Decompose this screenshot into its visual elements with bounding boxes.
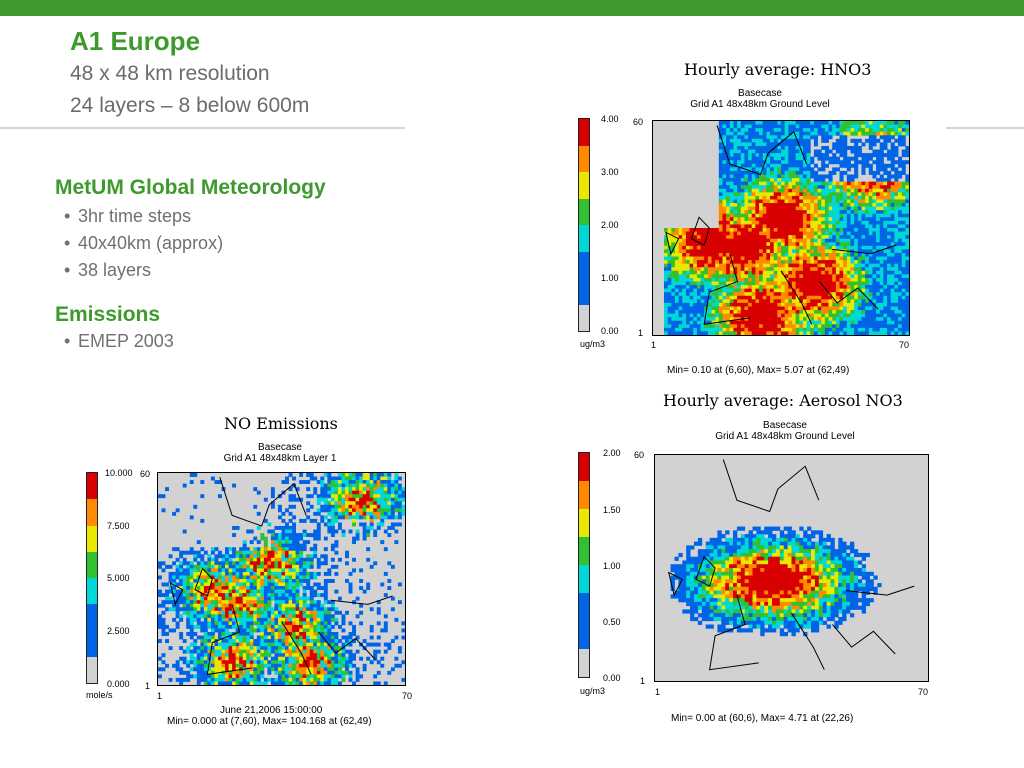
axis-y-bottom: 1: [145, 681, 151, 691]
scale-tick: 2.500: [107, 626, 130, 636]
bullet-grid: 40x40km (approx): [64, 233, 223, 254]
bullet-timesteps: 3hr time steps: [64, 206, 191, 227]
scale-swatch: [579, 278, 589, 305]
color-scale: [578, 118, 590, 332]
scale-swatch: [87, 656, 97, 683]
scale-tick: 1.50: [603, 505, 621, 515]
scale-swatch: [579, 119, 589, 146]
scale-tick: 5.000: [107, 573, 130, 583]
axis-y-top: 60: [140, 469, 151, 479]
scale-swatch: [579, 509, 589, 537]
section-heading-meteorology: MetUM Global Meteorology: [55, 176, 326, 199]
scale-swatch: [579, 649, 589, 677]
panel-case-label: Basecase: [258, 442, 302, 453]
scale-swatch: [579, 621, 589, 649]
emissions-map: [157, 472, 406, 686]
scale-swatch: [579, 225, 589, 252]
scale-swatch: [87, 630, 97, 657]
concentration-map: [654, 454, 929, 682]
axis-x-right: 70: [918, 687, 929, 697]
scale-swatch: [579, 481, 589, 509]
scale-swatch: [579, 145, 589, 172]
axis-x-left: 1: [651, 340, 657, 350]
unit-label: ug/m3: [580, 339, 606, 349]
panel-case-label: Basecase: [738, 88, 782, 99]
section-heading-emissions: Emissions: [55, 303, 161, 326]
scale-swatch: [87, 578, 97, 605]
panel-date: June 21,2006 15:00:00: [220, 705, 323, 716]
scale-tick: 0.50: [603, 617, 621, 627]
color-scale: [86, 472, 98, 684]
min-max-stats: Min= 0.00 at (60,6), Max= 4.71 at (22,26…: [671, 713, 854, 724]
panel-title: Hourly average: HNO3: [684, 60, 872, 79]
scale-swatch: [579, 565, 589, 593]
unit-label: mole/s: [86, 690, 113, 700]
scale-swatch: [579, 198, 589, 225]
subtitle-layers: 24 layers – 8 below 600m: [70, 94, 310, 117]
scale-swatch: [579, 453, 589, 481]
scale-tick: 0.00: [603, 673, 621, 683]
axis-y-bottom: 1: [640, 676, 646, 686]
panel-grid-label: Grid A1 48x48km Ground Level: [715, 431, 855, 442]
axis-x-left: 1: [655, 687, 661, 697]
scale-swatch: [87, 525, 97, 552]
panel-title: NO Emissions: [224, 414, 338, 433]
bullet-emep: EMEP 2003: [64, 331, 174, 352]
scale-swatch: [87, 551, 97, 578]
scale-tick: 2.00: [603, 448, 621, 458]
scale-tick: 10.000: [105, 468, 133, 478]
scale-swatch: [579, 593, 589, 621]
scale-swatch: [579, 172, 589, 199]
concentration-map: [652, 120, 910, 336]
scale-swatch: [579, 251, 589, 278]
scale-tick: 0.00: [601, 326, 619, 336]
slide-title: A1 Europe: [70, 26, 201, 56]
axis-x-left: 1: [157, 691, 163, 701]
scale-tick: 4.00: [601, 114, 619, 124]
scale-swatch: [87, 473, 97, 500]
panel-title: Hourly average: Aerosol NO3: [663, 391, 903, 410]
min-max-stats: Min= 0.000 at (7,60), Max= 104.168 at (6…: [167, 716, 372, 727]
panel-grid-label: Grid A1 48x48km Ground Level: [690, 99, 830, 110]
bullet-layers: 38 layers: [64, 260, 151, 281]
axis-y-top: 60: [633, 117, 644, 127]
scale-tick: 3.00: [601, 167, 619, 177]
panel-case-label: Basecase: [763, 420, 807, 431]
scale-swatch: [87, 499, 97, 526]
panel-grid-label: Grid A1 48x48km Layer 1: [223, 453, 337, 464]
axis-x-right: 70: [899, 340, 910, 350]
scale-tick: 2.00: [601, 220, 619, 230]
top-accent-bar: [0, 0, 1024, 16]
subtitle-resolution: 48 x 48 km resolution: [70, 62, 270, 85]
color-scale: [578, 452, 590, 678]
unit-label: ug/m3: [580, 686, 606, 696]
header-divider-right: [946, 127, 1024, 129]
scale-tick: 7.500: [107, 521, 130, 531]
scale-tick: 1.00: [601, 273, 619, 283]
axis-y-top: 60: [634, 450, 645, 460]
axis-x-right: 70: [402, 691, 413, 701]
scale-swatch: [579, 304, 589, 331]
scale-tick: 1.00: [603, 561, 621, 571]
scale-swatch: [579, 537, 589, 565]
scale-tick: 0.000: [107, 679, 130, 689]
scale-swatch: [87, 604, 97, 631]
axis-y-bottom: 1: [638, 328, 644, 338]
header-divider-left: [0, 127, 405, 129]
min-max-stats: Min= 0.10 at (6,60), Max= 5.07 at (62,49…: [667, 365, 850, 376]
